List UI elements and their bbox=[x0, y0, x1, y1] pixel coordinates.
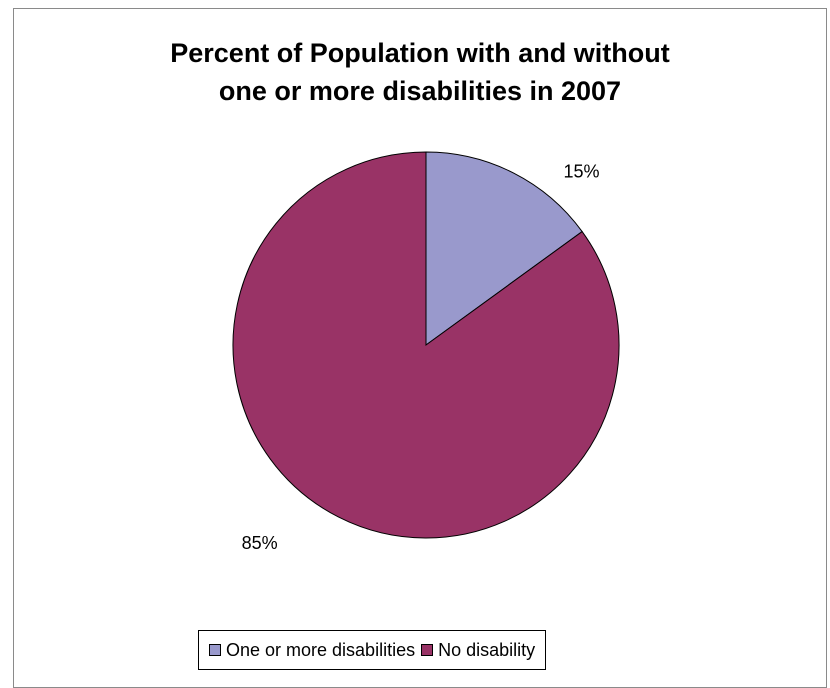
data-label-one-or-more-disabilities: 15% bbox=[563, 162, 599, 182]
chart-title-line-1: Percent of Population with and without bbox=[170, 38, 670, 68]
legend-swatch-no-disability bbox=[421, 644, 434, 656]
legend-label-no-disability: No disability bbox=[438, 639, 536, 660]
chart-title: Percent of Population with and without o… bbox=[13, 34, 827, 110]
pie-slice-no-disability bbox=[232, 151, 620, 539]
legend-item-one-or-more-disabilities: One or more disabilities bbox=[209, 640, 415, 661]
legend-item-no-disability: No disability bbox=[421, 640, 535, 661]
pie-slice-one-or-more-disabilities bbox=[425, 151, 583, 346]
legend-label-one-or-more-disabilities: One or more disabilities bbox=[226, 639, 416, 660]
chart-title-line-2: one or more disabilities in 2007 bbox=[218, 76, 622, 106]
legend: One or more disabilities No disability bbox=[198, 630, 547, 670]
legend-swatch-one-or-more-disabilities bbox=[209, 644, 221, 656]
data-label-no-disability: 85% bbox=[242, 533, 278, 553]
